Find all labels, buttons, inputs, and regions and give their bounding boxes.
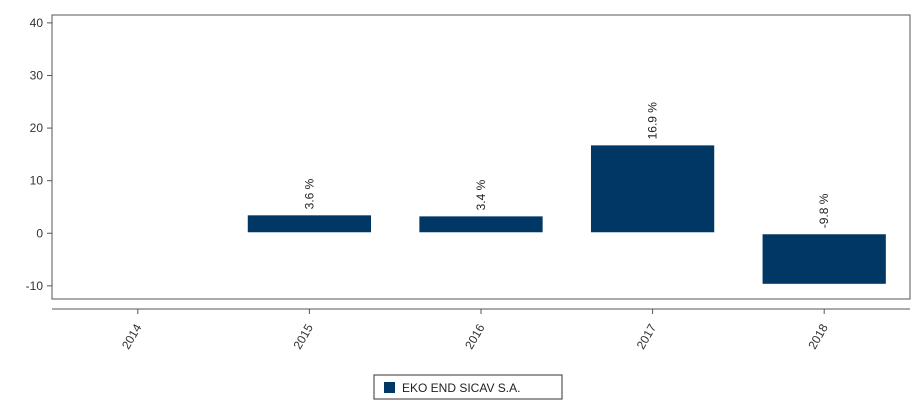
legend-box	[373, 374, 563, 400]
bar-value-label: -9.8 %	[817, 193, 831, 228]
x-tick-label: 2018	[805, 321, 831, 351]
legend-label: EKO END SICAV S.A.	[402, 381, 520, 395]
bar-series	[245, 143, 888, 286]
legend: EKO END SICAV S.A.	[373, 374, 563, 400]
bar	[417, 214, 545, 235]
x-tick-label: 2016	[462, 321, 488, 351]
y-tick-label: -10	[26, 279, 44, 293]
y-tick-label: 0	[36, 226, 43, 240]
x-axis: 2014 2015 2016 2017 2018	[52, 308, 910, 352]
y-tick-label: 10	[30, 174, 44, 188]
y-tick-label: 20	[30, 121, 44, 135]
bar	[245, 213, 374, 235]
bar	[588, 143, 717, 235]
bar-value-label: 3.6 %	[302, 178, 316, 209]
legend-swatch	[384, 382, 395, 393]
bar	[760, 232, 888, 286]
bar-value-label: 16.9 %	[646, 102, 660, 140]
x-tick-label: 2015	[291, 321, 317, 351]
data-labels: 3.6 % 3.4 % 16.9 % -9.8 %	[302, 102, 831, 229]
bar-value-label: 3.4 %	[474, 179, 488, 210]
y-tick-label: 40	[30, 16, 44, 30]
y-tick-label: 30	[30, 68, 44, 82]
x-tick-label: 2017	[634, 321, 660, 351]
y-axis: 40 30 20 10 0 -10	[26, 16, 52, 293]
x-tick-label: 2014	[119, 321, 145, 351]
